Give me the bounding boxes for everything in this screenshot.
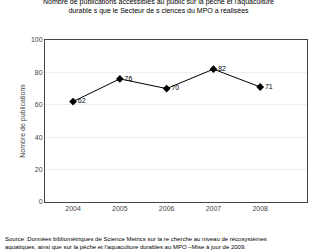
svg-text:100: 100	[31, 36, 43, 43]
svg-text:71: 71	[265, 83, 273, 90]
svg-text:Source :Données bibliométrique: Source :Données bibliométriques de Scien…	[5, 236, 267, 250]
svg-text:2007: 2007	[206, 205, 222, 212]
svg-text:70: 70	[171, 84, 179, 91]
svg-text:82: 82	[218, 65, 226, 72]
svg-text:2008: 2008	[252, 205, 268, 212]
svg-text:40: 40	[35, 134, 43, 141]
svg-text:2004: 2004	[65, 205, 81, 212]
svg-text:2006: 2006	[159, 205, 175, 212]
svg-text:Nombre de publications: Nombre de publications	[19, 84, 27, 158]
svg-text:0: 0	[39, 198, 43, 205]
svg-text:60: 60	[35, 101, 43, 108]
svg-text:76: 76	[125, 75, 133, 82]
svg-text:Nombre de publications accessi: Nombre de publications accessibles au pu…	[43, 0, 274, 15]
svg-text:2005: 2005	[112, 205, 128, 212]
svg-text:20: 20	[35, 166, 43, 173]
svg-text:62: 62	[78, 97, 86, 104]
svg-text:80: 80	[35, 69, 43, 76]
